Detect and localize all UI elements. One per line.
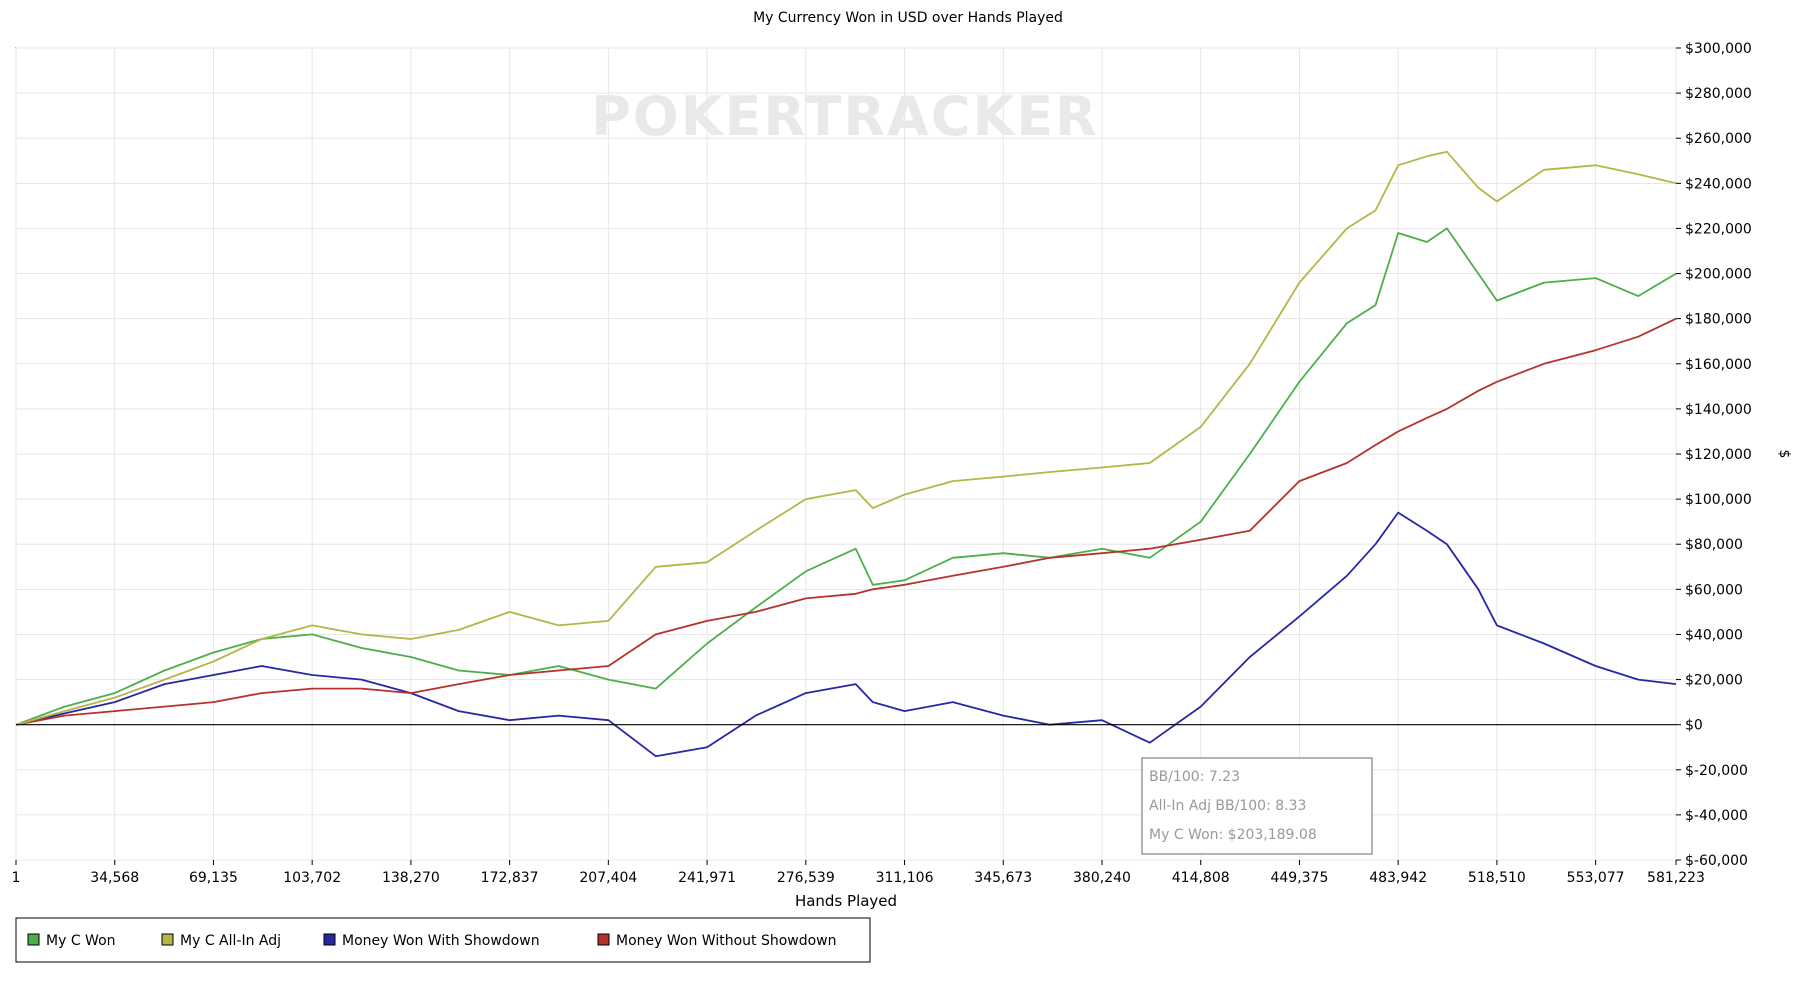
- y-tick-label: $-40,000: [1685, 808, 1748, 824]
- y-tick-label: $300,000: [1685, 41, 1752, 57]
- series-line-money-won-with-showdown: [15, 511, 1677, 758]
- info-allin-bb100: All-In Adj BB/100: 8.33: [1149, 798, 1306, 814]
- series-line-my-c-all-in-adj: [15, 150, 1677, 726]
- info-bb100: BB/100: 7.23: [1149, 769, 1240, 785]
- x-tick-label: 518,510: [1468, 870, 1526, 886]
- legend-label: My C Won: [46, 933, 116, 949]
- legend: My C Won My C All-In Adj Money Won With Sh…: [15, 917, 871, 963]
- y-tick-label: $240,000: [1685, 176, 1752, 192]
- y-tick-label: $20,000: [1685, 673, 1743, 689]
- series-layer: [15, 150, 1677, 758]
- legend-frame: [15, 917, 871, 963]
- y-tick-label: $280,000: [1685, 86, 1752, 102]
- legend-label: Money Won With Showdown: [342, 933, 540, 949]
- y-tick-label: $-20,000: [1685, 763, 1748, 779]
- info-box-frame: [1141, 757, 1373, 855]
- chart-title: My Currency Won in USD over Hands Played: [753, 10, 1063, 26]
- legend-swatch: [27, 933, 40, 946]
- legend-swatch: [161, 933, 174, 946]
- x-tick-label: 581,223: [1647, 870, 1705, 886]
- y-tick-label: $100,000: [1685, 492, 1752, 508]
- y-axis-label: $: [1776, 450, 1792, 459]
- x-tick-label: 172,837: [481, 870, 539, 886]
- y-tick-label: $160,000: [1685, 357, 1752, 373]
- y-tick-label: $-60,000: [1685, 853, 1748, 869]
- info-won: My C Won: $203,189.08: [1149, 827, 1317, 843]
- series-line-my-c-won: [15, 227, 1677, 726]
- x-tick-label: 345,673: [974, 870, 1032, 886]
- legend-swatch: [323, 933, 336, 946]
- x-tick-label: 414,808: [1172, 870, 1230, 886]
- y-tick-label: $180,000: [1685, 312, 1752, 328]
- x-axis: 1 34,568 69,135 103,702 138,270 172,837 207,40…: [12, 860, 1705, 886]
- y-tick-label: $260,000: [1685, 131, 1752, 147]
- x-tick-label: 103,702: [283, 870, 341, 886]
- series-line-money-won-without-showdown: [15, 317, 1677, 726]
- y-tick-label: $220,000: [1685, 221, 1752, 237]
- legend-label: My C All-In Adj: [180, 933, 281, 949]
- x-tick-label: 311,106: [876, 870, 934, 886]
- x-tick-label: 483,942: [1369, 870, 1427, 886]
- y-tick-label: $200,000: [1685, 267, 1752, 283]
- x-tick-label: 241,971: [678, 870, 736, 886]
- y-tick-label: $0: [1685, 718, 1703, 734]
- x-tick-label: 380,240: [1073, 870, 1131, 886]
- x-tick-label: 553,077: [1567, 870, 1625, 886]
- info-box: BB/100: 7.23 All-In Adj BB/100: 8.33 My …: [1141, 757, 1373, 855]
- y-tick-label: $80,000: [1685, 537, 1743, 553]
- grid: [15, 47, 1677, 861]
- y-tick-label: $140,000: [1685, 402, 1752, 418]
- legend-label: Money Won Without Showdown: [616, 933, 837, 949]
- x-tick-label: 276,539: [777, 870, 835, 886]
- y-tick-label: $120,000: [1685, 447, 1752, 463]
- y-tick-label: $60,000: [1685, 582, 1743, 598]
- x-tick-label: 69,135: [189, 870, 238, 886]
- y-tick-label: $40,000: [1685, 627, 1743, 643]
- x-tick-label: 138,270: [382, 870, 440, 886]
- x-tick-label: 1: [12, 870, 21, 886]
- x-tick-label: 449,375: [1270, 870, 1328, 886]
- watermark-text: POKERTRACKER: [591, 85, 1099, 148]
- x-tick-label: 34,568: [90, 870, 139, 886]
- x-axis-label: Hands Played: [795, 892, 897, 910]
- y-axis: $300,000 $280,000 $260,000 $240,000 $220,000…: [1676, 41, 1752, 869]
- legend-swatch: [597, 933, 610, 946]
- legend-items: My C Won My C All-In Adj Money Won With Sh…: [27, 933, 837, 949]
- x-tick-label: 207,404: [579, 870, 637, 886]
